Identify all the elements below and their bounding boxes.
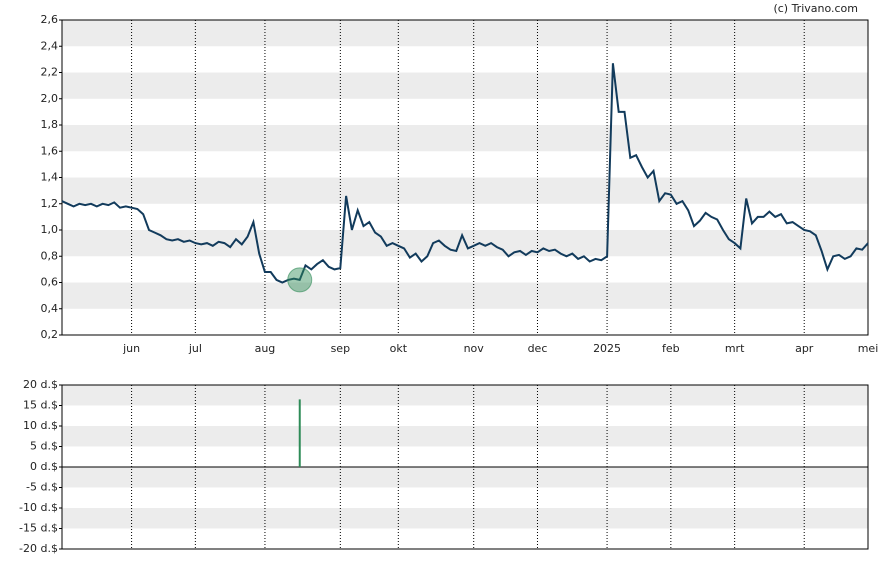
grid-band: [62, 282, 868, 309]
x-tick-label: mrt: [725, 342, 745, 355]
y-tick-label: 15 d.$: [23, 399, 58, 412]
watermark: (c) Trivano.com: [773, 2, 858, 15]
y-tick-label: 0,8: [41, 249, 59, 262]
x-tick-label: jun: [122, 342, 140, 355]
x-tick-label: aug: [255, 342, 276, 355]
y-tick-label: -5 d.$: [26, 481, 58, 494]
y-tick-label: 20 d.$: [23, 378, 58, 391]
y-tick-label: 2,6: [41, 13, 59, 26]
x-tick-label: feb: [662, 342, 680, 355]
x-tick-label: jul: [188, 342, 202, 355]
y-tick-label: -15 d.$: [19, 522, 58, 535]
y-tick-label: 2,0: [41, 92, 59, 105]
grid-band: [62, 177, 868, 204]
y-tick-label: -10 d.$: [19, 501, 58, 514]
grid-band: [62, 72, 868, 99]
grid-band: [62, 426, 868, 447]
x-tick-label: 2025: [593, 342, 621, 355]
y-tick-label: 0,2: [41, 328, 59, 341]
y-tick-label: 1,2: [41, 197, 59, 210]
y-tick-label: 5 d.$: [30, 440, 58, 453]
x-tick-label: apr: [795, 342, 814, 355]
grid-band: [62, 385, 868, 406]
price-line: [61, 63, 869, 284]
grid-band: [62, 20, 868, 47]
event-marker: [287, 267, 313, 293]
y-tick-label: 10 d.$: [23, 419, 58, 432]
y-tick-label: 0,4: [41, 302, 59, 315]
plot-frame: [61, 19, 869, 336]
x-tick-label: nov: [464, 342, 485, 355]
y-tick-label: 0,6: [41, 276, 59, 289]
y-tick-label: 1,6: [41, 144, 59, 157]
x-tick-label: dec: [528, 342, 548, 355]
grid-band: [62, 508, 868, 529]
y-tick-label: 2,4: [41, 39, 59, 52]
y-tick-label: 1,8: [41, 118, 59, 131]
x-tick-label: sep: [331, 342, 350, 355]
y-tick-label: 1,4: [41, 171, 59, 184]
y-tick-label: -20 d.$: [19, 542, 58, 555]
y-tick-label: 2,2: [41, 66, 59, 79]
x-tick-label: mei: [858, 342, 879, 355]
grid-band: [62, 125, 868, 152]
y-tick-label: 1,0: [41, 223, 59, 236]
y-tick-label: 0 d.$: [30, 460, 58, 473]
x-tick-label: okt: [390, 342, 408, 355]
grid-band: [62, 467, 868, 488]
